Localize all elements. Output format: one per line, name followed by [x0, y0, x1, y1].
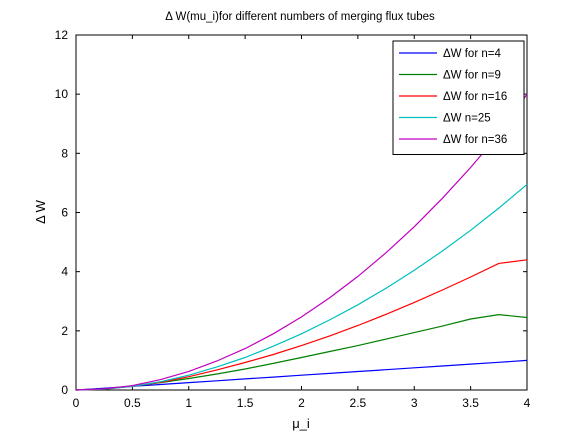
x-tick-label: 0.5	[124, 396, 141, 410]
y-axis: 0 2 4 6 8 10 12	[55, 28, 527, 397]
x-tick-label: 1	[185, 396, 192, 410]
y-tick-label: 2	[61, 324, 68, 338]
y-tick-label: 0	[61, 383, 68, 397]
series-line	[75, 183, 528, 391]
x-tick-label: 0	[73, 396, 80, 410]
legend-label: ΔW for n=4	[443, 48, 501, 60]
x-tick-label: 2.5	[350, 396, 367, 410]
legend-label: ΔW for n=36	[443, 134, 507, 146]
x-tick-label: 3	[411, 396, 418, 410]
legend-box	[392, 40, 525, 155]
series-line	[75, 359, 528, 391]
legend-label: ΔW for n=16	[443, 91, 507, 103]
legend: ΔW for n=4 ΔW for n=9 ΔW for n=16 ΔW n=25 ΔW…	[392, 40, 525, 155]
legend-label: ΔW n=25	[443, 113, 491, 125]
x-tick-label: 4	[524, 396, 531, 410]
series-lines	[75, 93, 528, 391]
x-tick-label: 3.5	[462, 396, 479, 410]
y-tick-label: 8	[61, 146, 68, 160]
x-tick-label: 2	[298, 396, 305, 410]
y-tick-label: 10	[55, 87, 69, 101]
y-tick-label: 4	[61, 265, 68, 279]
y-axis-label: Δ W	[33, 199, 48, 224]
y-tick-label: 12	[55, 28, 69, 42]
x-axis-label: μ_i	[292, 416, 310, 431]
y-tick-label: 6	[61, 206, 68, 220]
legend-label: ΔW for n=9	[443, 70, 501, 82]
chart-title: Δ W(mu_i)for different numbers of mergin…	[165, 11, 435, 23]
x-axis: 0 0.5 1 1.5 2 2.5 3 3.5 4	[73, 35, 531, 410]
x-tick-label: 1.5	[237, 396, 254, 410]
series-line	[75, 93, 528, 391]
